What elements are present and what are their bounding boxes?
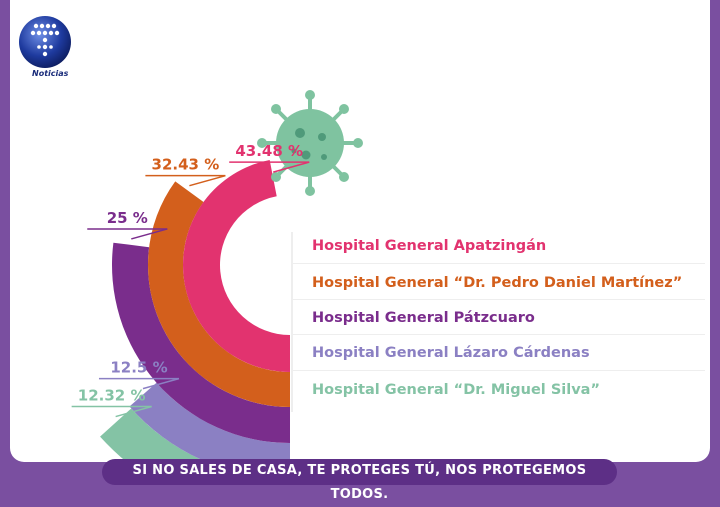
footer-slogan: SI NO SALES DE CASA, TE PROTEGES TÚ, NOS… xyxy=(102,459,617,502)
virus-icon xyxy=(257,90,363,196)
value-label-3: 25 % xyxy=(107,209,148,227)
value-leader-2 xyxy=(189,174,226,187)
value-label-1: 43.48 % xyxy=(235,142,303,160)
logo-label: Noticias xyxy=(32,69,69,78)
value-leader-4 xyxy=(142,377,180,390)
arc-segment-4 xyxy=(129,382,290,479)
footer-bar: SI NO SALES DE CASA, TE PROTEGES TÚ, NOS… xyxy=(0,455,720,502)
value-label-5: 12.32 % xyxy=(78,387,146,405)
arc-segment-1 xyxy=(182,159,290,372)
value-leader-5 xyxy=(115,405,152,418)
value-label-2: 32.43 % xyxy=(152,156,220,174)
category-label-5: Hospital General “Dr. Miguel Silva” xyxy=(312,382,600,398)
brand-logo: Noticias xyxy=(18,12,74,80)
content-card xyxy=(10,0,710,462)
arc-segment-2 xyxy=(148,181,290,408)
category-label-2: Hospital General “Dr. Pedro Daniel Martí… xyxy=(312,275,682,291)
chart-labels: 12.32 % 12.5 % 25 % 32.43 % 43.48 % Hospital … xyxy=(71,142,705,418)
radial-bar-chart: 12.32 % 12.5 % 25 % 32.43 % 43.48 % Hospital … xyxy=(71,90,705,480)
category-label-4: Hospital General Lázaro Cárdenas xyxy=(312,345,590,361)
arc-segment-3 xyxy=(112,242,291,443)
value-leader-1 xyxy=(272,161,310,173)
globe-logo-icon xyxy=(19,16,71,68)
value-leader-3 xyxy=(131,228,168,240)
value-label-4: 12.5 % xyxy=(110,359,167,377)
category-label-1: Hospital General Apatzingán xyxy=(312,238,546,254)
category-label-3: Hospital General Pátzcuaro xyxy=(312,310,535,326)
